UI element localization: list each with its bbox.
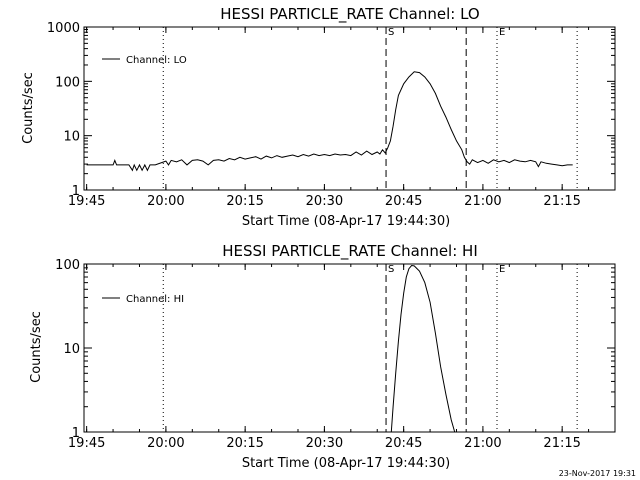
legend-label: Channel: HI <box>126 294 184 305</box>
y-tick-label: 1000 <box>47 21 80 36</box>
y-tick-label: 10 <box>63 130 80 145</box>
x-tick-label: 20:45 <box>385 436 422 451</box>
x-tick-label: 21:15 <box>543 436 580 451</box>
x-tick-label: 21:00 <box>464 436 501 451</box>
x-tick-label: 21:15 <box>543 194 580 209</box>
x-tick-label: 19:45 <box>68 194 105 209</box>
chart-title: HESSI PARTICLE_RATE Channel: HI <box>222 242 478 261</box>
series-line <box>390 264 456 433</box>
y-tick-label: 10 <box>63 342 80 357</box>
x-tick-label: 20:30 <box>306 194 343 209</box>
x-tick-label: 20:00 <box>147 436 184 451</box>
event-marker-label: E <box>499 264 505 275</box>
chart-title: HESSI PARTICLE_RATE Channel: LO <box>220 5 479 24</box>
legend-label: Channel: LO <box>126 55 187 66</box>
x-axis-label: Start Time (08-Apr-17 19:44:30) <box>242 456 450 471</box>
x-tick-label: 20:45 <box>385 194 422 209</box>
x-tick-label: 21:00 <box>464 194 501 209</box>
event-marker-label: S <box>388 27 394 38</box>
x-tick-label: 20:30 <box>306 436 343 451</box>
event-marker-label: E <box>499 27 505 38</box>
y-tick-label: 100 <box>55 258 80 273</box>
event-marker-label: S <box>388 264 394 275</box>
y-tick-label: 1 <box>72 184 80 199</box>
plot-frame <box>83 263 616 433</box>
legend: Channel: HI <box>102 294 184 305</box>
plot-frame <box>83 26 616 191</box>
series-line <box>86 71 573 172</box>
x-axis-label: Start Time (08-Apr-17 19:44:30) <box>242 214 450 229</box>
x-tick-label: 20:15 <box>226 194 263 209</box>
panel-lo: HESSI PARTICLE_RATE Channel: LO Counts/s… <box>21 5 616 229</box>
y-tick-label: 1 <box>72 426 80 441</box>
legend: Channel: LO <box>102 55 187 66</box>
y-axis-label: Counts/sec <box>21 72 36 144</box>
y-axis-label: Counts/sec <box>29 311 44 383</box>
panel-hi: HESSI PARTICLE_RATE Channel: HI Counts/s… <box>29 242 616 471</box>
x-tick-label: 20:00 <box>147 194 184 209</box>
y-tick-label: 100 <box>55 75 80 90</box>
x-tick-label: 19:45 <box>68 436 105 451</box>
x-tick-label: 20:15 <box>226 436 263 451</box>
footer-timestamp: 23-Nov-2017 19:31 <box>559 469 636 478</box>
